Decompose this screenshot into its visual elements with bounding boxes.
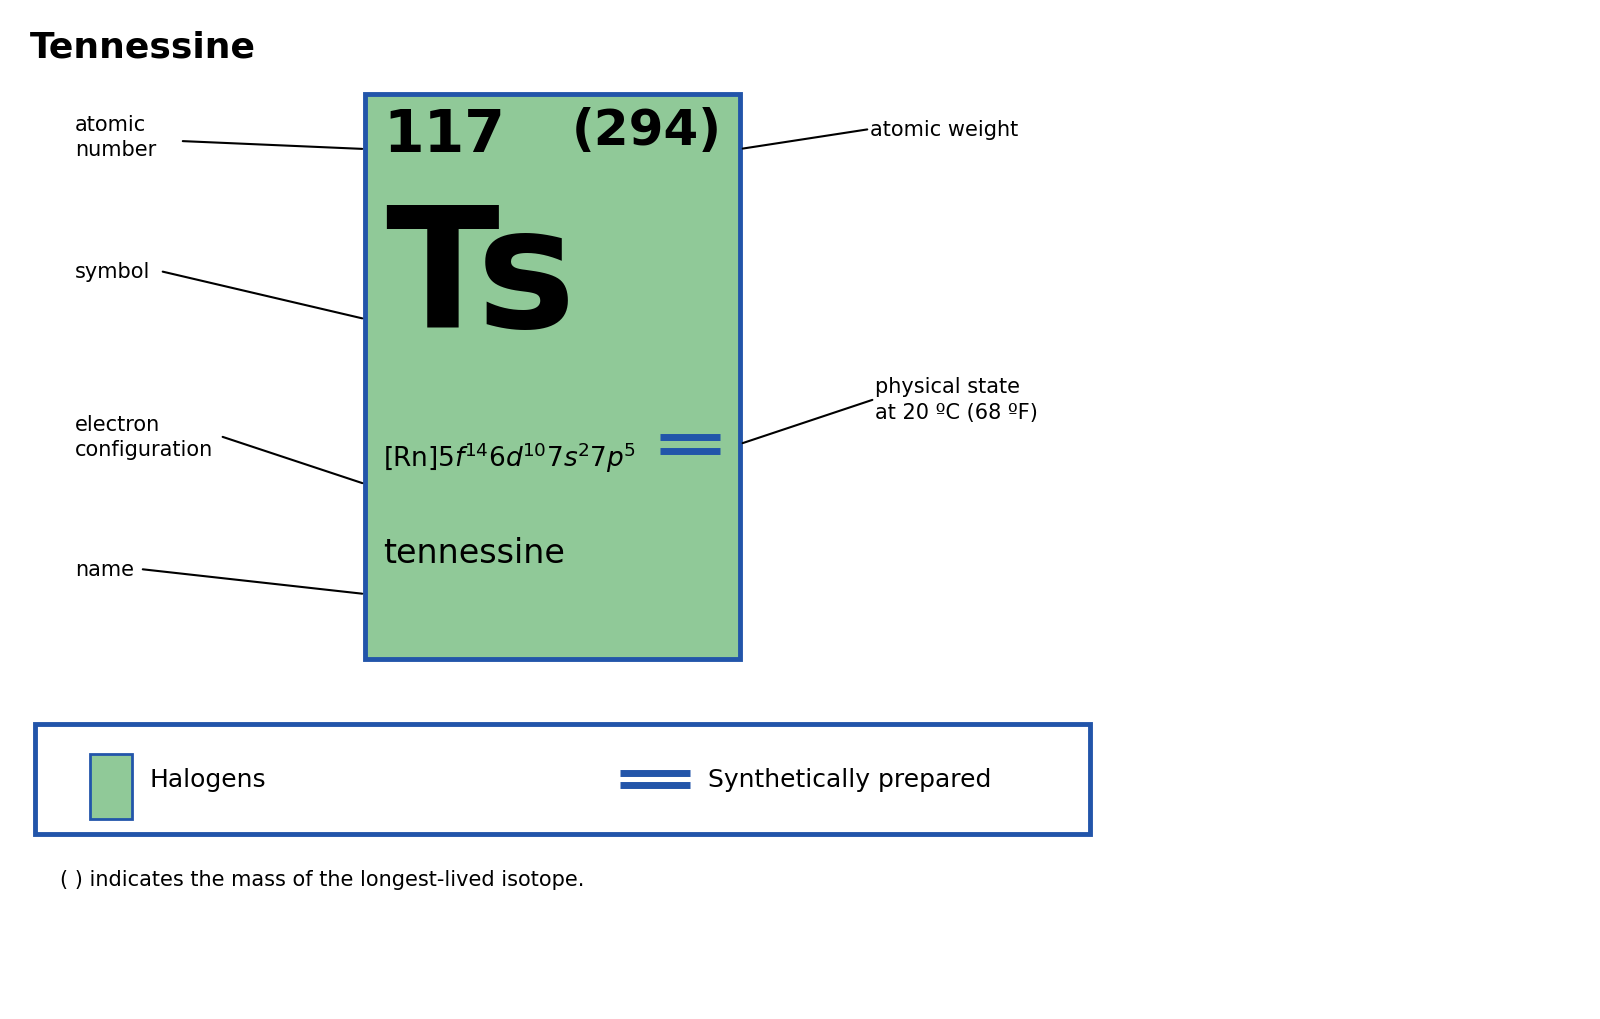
Text: tennessine: tennessine — [382, 536, 565, 570]
Text: atomic weight: atomic weight — [870, 120, 1018, 140]
Text: ( ) indicates the mass of the longest-lived isotope.: ( ) indicates the mass of the longest-li… — [61, 869, 584, 890]
Text: Synthetically prepared: Synthetically prepared — [707, 767, 992, 791]
FancyBboxPatch shape — [35, 725, 1090, 835]
Text: Tennessine: Tennessine — [30, 30, 256, 64]
Text: electron
configuration: electron configuration — [75, 415, 213, 460]
Text: (294): (294) — [573, 107, 722, 155]
Text: symbol: symbol — [75, 262, 150, 281]
FancyBboxPatch shape — [365, 95, 739, 659]
Text: $\rm{[Rn]5}$$\it{f}$$\rm{^{14}6}$$\it{d}$$\rm{^{10}7}$$\it{s}$$\rm{^{2}7}$$\it{p: $\rm{[Rn]5}$$\it{f}$$\rm{^{14}6}$$\it{d}… — [382, 440, 635, 475]
Text: physical state
at 20 ºC (68 ºF): physical state at 20 ºC (68 ºF) — [875, 376, 1038, 423]
Text: name: name — [75, 559, 134, 580]
Text: Halogens: Halogens — [150, 767, 267, 791]
FancyBboxPatch shape — [90, 754, 131, 819]
Text: 117: 117 — [382, 107, 506, 164]
Text: atomic
number: atomic number — [75, 115, 157, 160]
Text: Ts: Ts — [386, 200, 576, 363]
